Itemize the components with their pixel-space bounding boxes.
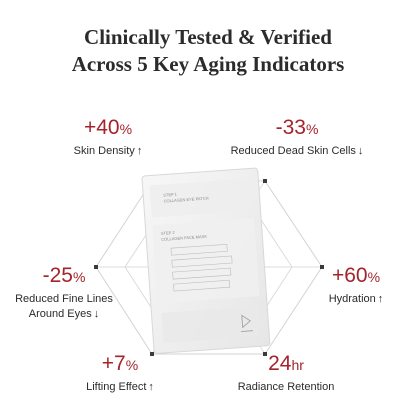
stat-value: 24 [268, 352, 292, 375]
stat-unit: hr [291, 357, 304, 373]
stat-unit: % [72, 269, 86, 285]
stat-skin-density: +40% Skin Density ↑ [38, 116, 178, 159]
stat-value: -33 [275, 116, 306, 139]
headline-line-2: Across 5 Key Aging Indicators [71, 52, 345, 76]
stat-value: +60 [331, 264, 368, 287]
stat-label: Hydration [328, 293, 376, 305]
arrow-up-icon: ↑ [148, 381, 154, 393]
headline-line-1: Clinically Tested & Verified [84, 25, 332, 49]
arrow-down-icon: ↓ [93, 308, 100, 320]
stat-hydration: +60% Hydration ↑ [306, 264, 406, 307]
stat-value: +7 [101, 352, 126, 375]
stat-fine-lines: -25% Reduced Fine Lines Around Eyes ↓ [6, 264, 122, 322]
stat-label: Lifting Effect [86, 381, 147, 393]
sheet-step1-label: STEP 1 [163, 192, 178, 198]
arrow-up-icon: ↑ [136, 145, 143, 157]
stat-label: Radiance Retention [237, 381, 335, 393]
vertex-dot-bottom-left [150, 352, 154, 356]
stat-label: Reduced Dead Skin Cells [230, 145, 356, 157]
stat-unit: % [305, 121, 319, 137]
vertex-dot-bottom-right [263, 352, 267, 356]
stat-unit: % [367, 269, 381, 285]
arrow-up-icon: ↑ [377, 293, 384, 305]
stat-radiance-retention: 24hr Radiance Retention [226, 352, 346, 395]
arrow-down-icon: ↓ [357, 145, 364, 157]
stat-lifting-effect: +7% Lifting Effect ↑ [60, 352, 180, 395]
stat-unit: % [119, 121, 133, 137]
product-sheet: STEP 1 COLLAGEN EYE PATCH STEP 2 COLLAGE… [141, 167, 271, 354]
peel-here-icon [240, 314, 253, 332]
sheet-step2-product: COLLAGEN FACE MASK [161, 234, 207, 242]
vertex-dot-right [320, 265, 324, 269]
stat-value: +40 [83, 116, 120, 139]
sheet-step1-product: COLLAGEN EYE PATCH [163, 195, 208, 203]
stat-unit: % [125, 357, 139, 373]
stat-dead-skin-cells: -33% Reduced Dead Skin Cells ↓ [208, 116, 386, 159]
vertex-dot-left [94, 265, 98, 269]
stat-label: Skin Density [73, 145, 135, 157]
sheet-step2-label: STEP 2 [161, 230, 176, 236]
stat-label-line-1: Reduced Fine Lines [15, 293, 113, 305]
stat-value: -25 [42, 264, 73, 287]
stat-label-line-2: Around Eyes [28, 308, 92, 320]
vertex-dot-top-right [263, 179, 267, 183]
